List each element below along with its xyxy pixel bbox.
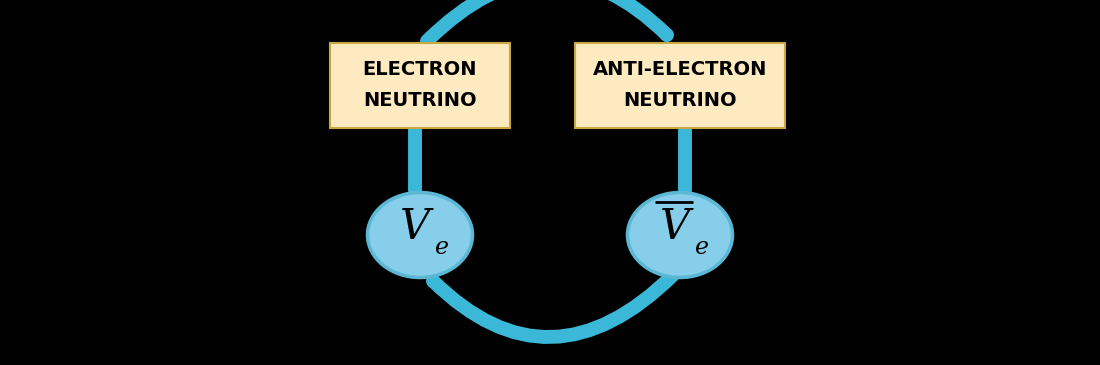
- FancyArrowPatch shape: [427, 0, 667, 41]
- Text: ELECTRON
NEUTRINO: ELECTRON NEUTRINO: [363, 60, 477, 110]
- Text: e: e: [434, 235, 449, 258]
- FancyBboxPatch shape: [575, 42, 785, 127]
- FancyArrowPatch shape: [433, 275, 673, 337]
- Text: ANTI-ELECTRON
NEUTRINO: ANTI-ELECTRON NEUTRINO: [593, 60, 767, 110]
- Text: V: V: [660, 206, 690, 248]
- Text: e: e: [695, 235, 710, 258]
- Text: V: V: [400, 206, 430, 248]
- Ellipse shape: [627, 192, 733, 277]
- Ellipse shape: [367, 192, 473, 277]
- FancyBboxPatch shape: [330, 42, 510, 127]
